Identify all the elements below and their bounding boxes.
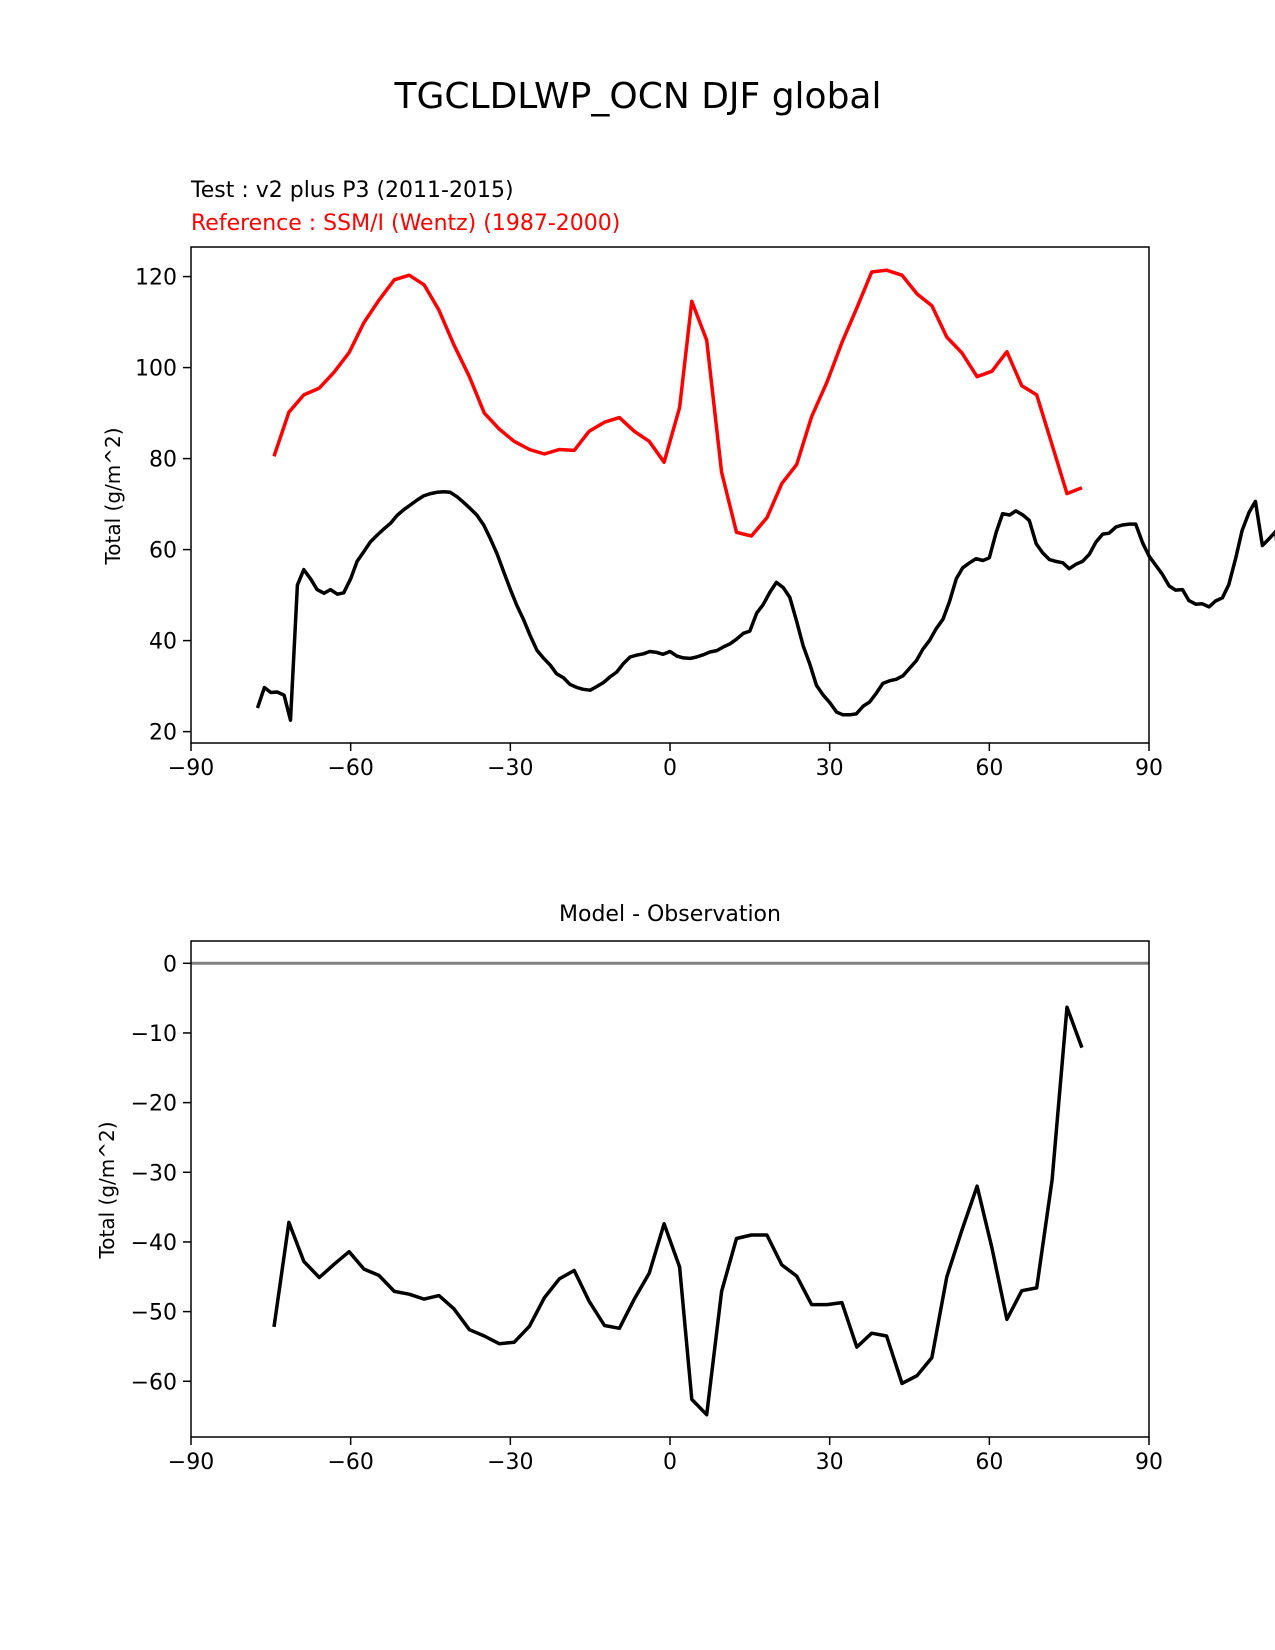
diff-y-tick-label: −40 [131, 1231, 177, 1256]
diff-x-tick-label: 60 [975, 1450, 1003, 1475]
top-y-tick-label: 100 [135, 357, 177, 382]
top-line-plot: −90 −60 −30 0 30 60 90 20 40 60 80 100 120 [135, 246, 1275, 781]
diff-y-tick-label: 0 [163, 952, 177, 977]
diff-x-tick-label: 30 [816, 1450, 844, 1475]
diff-x-tick-label: −90 [168, 1450, 214, 1475]
diff-x-tick-label: −30 [487, 1450, 533, 1475]
top-x-tick-label: 30 [816, 756, 844, 781]
top-y-tick-label: 60 [149, 539, 177, 564]
top-x-tick-label: −30 [487, 756, 533, 781]
diff-series-line-0 [272, 1005, 1084, 1417]
diff-x-tick-label: −60 [327, 1450, 373, 1475]
top-series-line-1 [255, 490, 1275, 722]
diff-y-tick-label: −10 [131, 1022, 177, 1047]
diff-y-tick-label: −30 [131, 1161, 177, 1186]
test-label: Test : v2 plus P3 (2011-2015) [190, 178, 514, 203]
diff-x-tick-label: 0 [663, 1450, 677, 1475]
diff-x-tick-label: 90 [1135, 1450, 1163, 1475]
figure-title: TGCLDLWP_OCN DJF global [394, 76, 882, 117]
diff-y-tick-label: −60 [131, 1370, 177, 1395]
reference-label: Reference : SSM/I (Wentz) (1987-2000) [191, 211, 620, 236]
top-x-tick-label: −60 [327, 756, 373, 781]
difference-line-plot: −90 −60 −30 0 30 60 90 0 −10 −20 −30 −40 −50 −60 [131, 940, 1163, 1475]
top-y-tick-label: 80 [149, 448, 177, 473]
top-y-tick-label: 20 [149, 721, 177, 746]
top-series-line-0 [272, 268, 1083, 538]
top-x-tick-label: 0 [663, 756, 677, 781]
top-y-tick-label: 120 [135, 266, 177, 291]
top-x-tick-label: −90 [168, 756, 214, 781]
top-x-tick-label: 90 [1135, 756, 1163, 781]
diff-y-tick-label: −20 [131, 1092, 177, 1117]
top-y-tick-label: 40 [149, 630, 177, 655]
difference-plot-title: Model - Observation [559, 902, 781, 927]
diff-y-tick-label: −50 [131, 1301, 177, 1326]
bottom-y-axis-label: Total (g/m^2) [95, 1121, 119, 1259]
top-y-axis-label: Total (g/m^2) [101, 427, 125, 565]
top-x-tick-label: 60 [975, 756, 1003, 781]
